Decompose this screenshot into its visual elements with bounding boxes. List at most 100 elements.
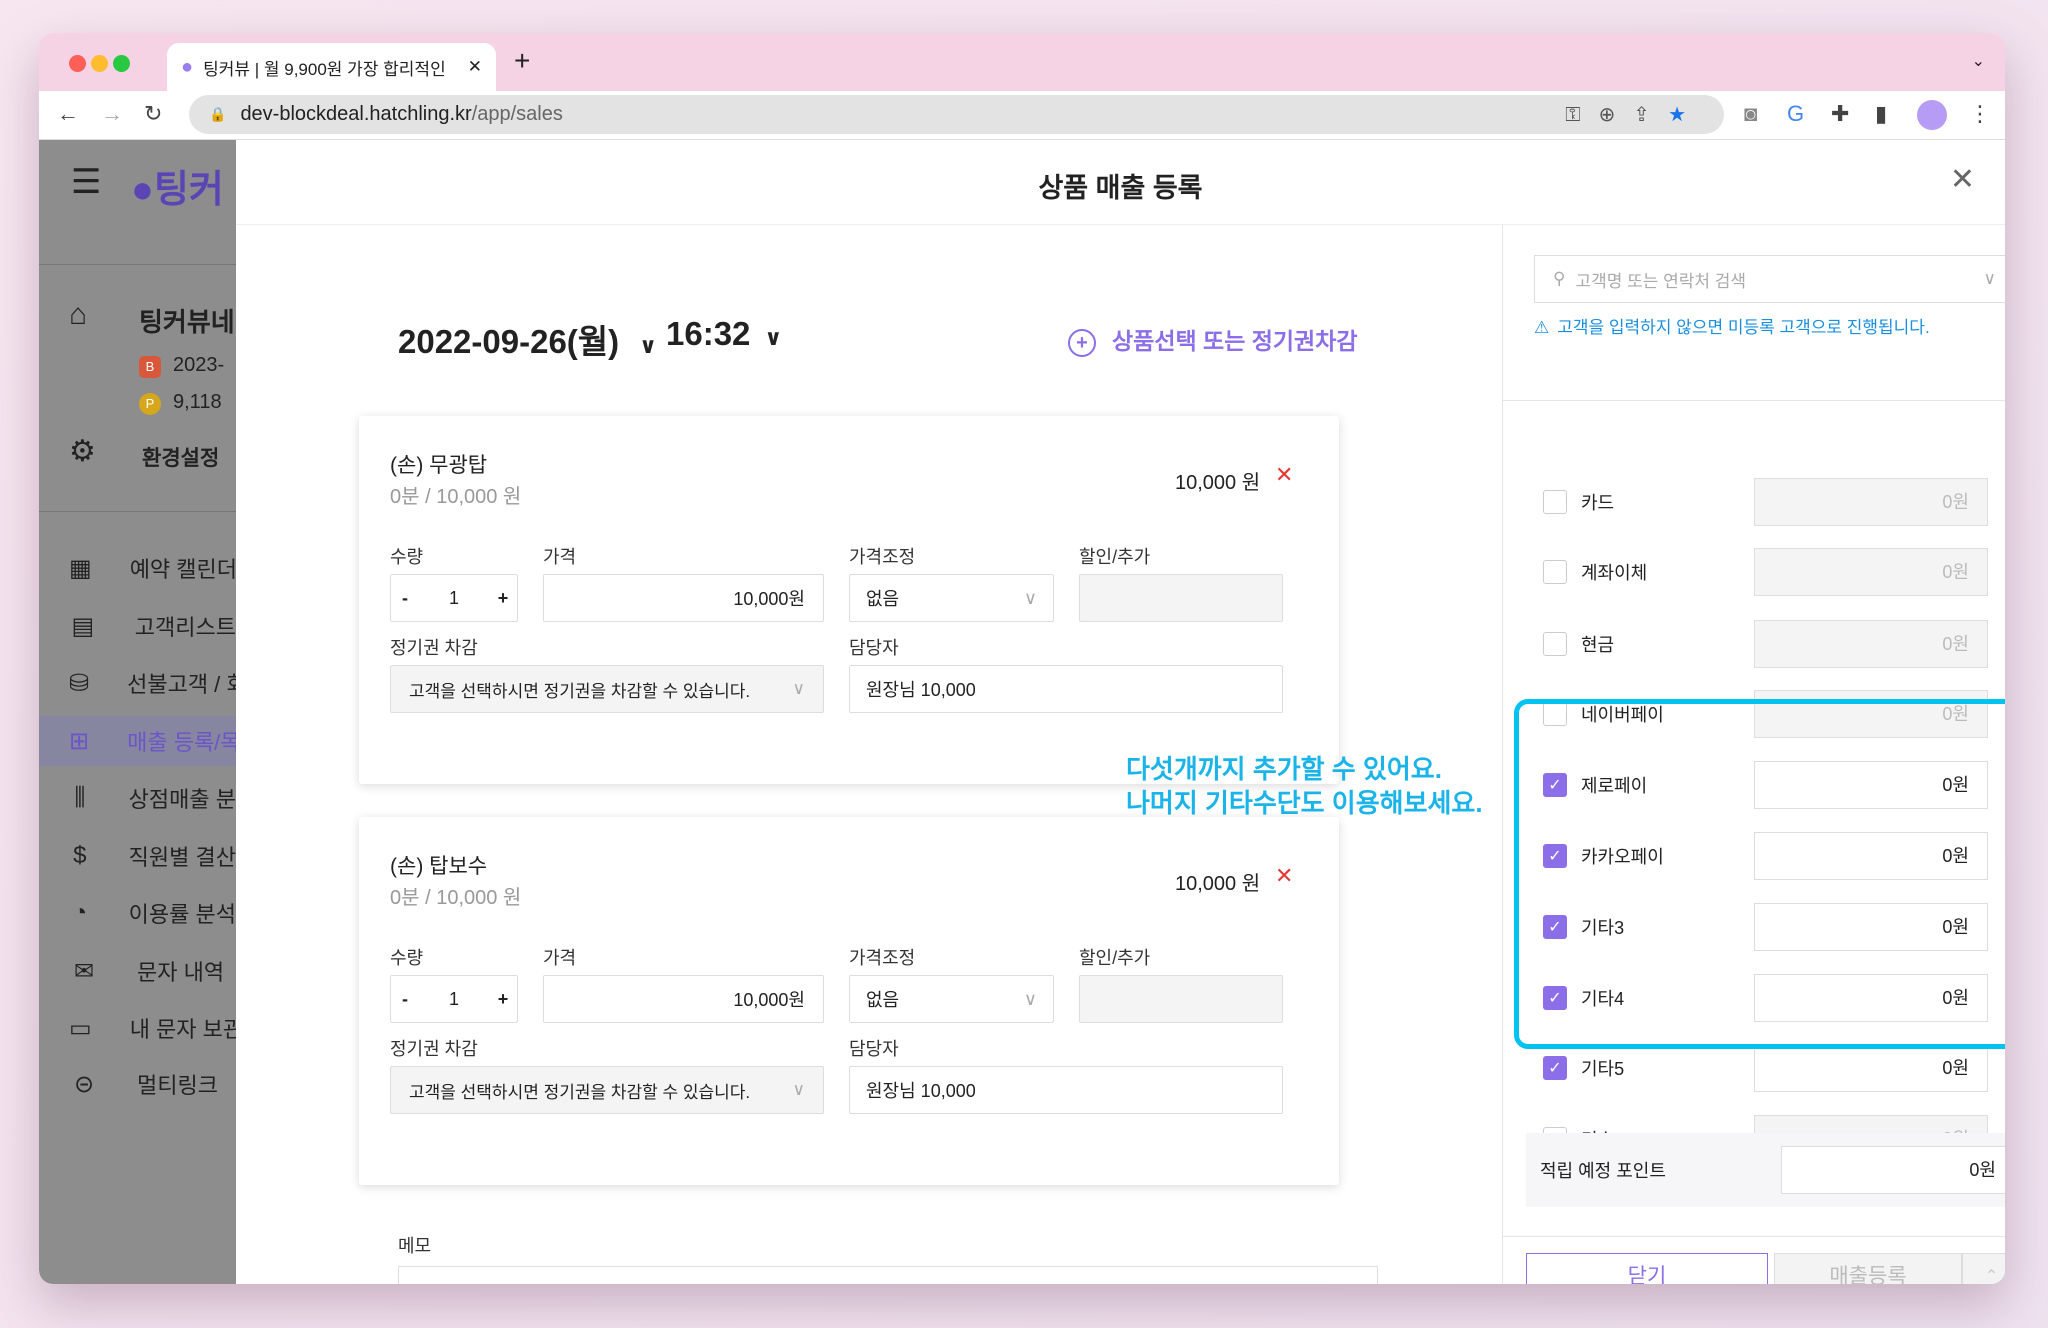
sidepanel-icon[interactable]: ▮ [1875, 101, 1888, 126]
ticket-value: 고객을 선택하시면 정기권을 차감할 수 있습니다. [409, 681, 751, 701]
product-card: (손) 탑보수 0분 / 10,000 원 10,000 원 ✕ 수량 가격 가… [359, 817, 1339, 1185]
date-picker[interactable]: 2022-09-26(월) ∨ [398, 315, 663, 363]
hamburger-icon[interactable]: ☰ [71, 163, 102, 201]
zoom-icon[interactable]: ⊕ [1598, 104, 1634, 126]
home-icon[interactable]: ⌂ [69, 298, 88, 331]
price-input[interactable]: 10,000원 [543, 574, 824, 622]
payment-checkbox[interactable]: ✓ [1543, 773, 1567, 797]
payment-amount-input[interactable]: 0원 [1754, 548, 1988, 596]
payment-amount-input[interactable]: 0원 [1754, 903, 1988, 951]
decrement-button[interactable]: - [402, 587, 408, 608]
settings-link[interactable]: 환경설정 [142, 447, 220, 470]
decrement-button[interactable]: - [402, 988, 408, 1009]
staff-input[interactable]: 원장님 10,000 [849, 665, 1283, 713]
sidebar-item[interactable]: ▭ 내 문자 보관 [69, 1014, 236, 1043]
camera-icon[interactable]: ◙ [1744, 101, 1758, 126]
payment-row: 현금 0원 [1543, 620, 1988, 668]
address-bar[interactable]: 🔒 dev-blockdeal.hatchling.kr/app/sales ⚿… [189, 95, 1724, 134]
payment-checkbox[interactable] [1543, 490, 1567, 514]
menu-kebab-icon[interactable]: ⋮ [1969, 101, 1991, 126]
time-picker[interactable]: 16:32 ∨ [666, 315, 782, 353]
browser-tab[interactable]: ● 팅커뷰 | 월 9,900원 가장 합리적인 ✕ [167, 43, 496, 91]
favicon-icon: ● [181, 55, 194, 78]
price-input[interactable]: 10,000원 [543, 975, 824, 1023]
forward-icon[interactable]: → [101, 101, 123, 126]
sidebar-item[interactable]: $ 직원별 결산 [39, 831, 236, 881]
close-modal-icon[interactable]: ✕ [1949, 163, 1975, 196]
payment-amount-input[interactable]: 0원 [1754, 974, 1988, 1022]
maximize-window-button[interactable] [113, 55, 130, 72]
chevron-down-icon: ∨ [792, 1080, 805, 1099]
close-window-button[interactable] [69, 55, 86, 72]
qty-label: 수량 [390, 547, 424, 567]
gear-icon[interactable]: ⚙ [69, 435, 96, 468]
sidebar-item[interactable]: ◔ 이용률 분석 [39, 888, 236, 938]
payment-row: ✓ 제로페이 0원 [1543, 761, 1988, 809]
chevron-down-icon: ∨ [1023, 988, 1037, 1009]
sidebar-item[interactable]: ⛁ 선불고객 / 회 [69, 669, 236, 698]
payment-label: 기타5 [1581, 1059, 1625, 1079]
increment-button[interactable]: + [497, 587, 509, 608]
payment-checkbox[interactable]: ✓ [1543, 986, 1567, 1010]
close-tab-icon[interactable]: ✕ [467, 57, 482, 76]
chevron-up-icon[interactable]: ⌃ [1962, 1253, 2005, 1284]
remove-item-icon[interactable]: ✕ [1275, 863, 1294, 888]
payment-amount-input[interactable]: 0원 [1754, 690, 1988, 738]
payment-label: 카드 [1581, 493, 1615, 513]
date-value: 2022-09-26(월) [398, 323, 620, 360]
extensions-icon[interactable]: ✚ [1831, 101, 1850, 126]
ticket-select[interactable]: 고객을 선택하시면 정기권을 차감할 수 있습니다. ∨ [390, 665, 824, 713]
staff-input[interactable]: 원장님 10,000 [849, 1066, 1283, 1114]
ticket-select[interactable]: 고객을 선택하시면 정기권을 차감할 수 있습니다. ∨ [390, 1066, 824, 1114]
close-button[interactable]: 닫기 [1526, 1253, 1768, 1284]
logo[interactable]: ●팅커 [131, 169, 224, 211]
price-adjust-select[interactable]: 없음 ∨ [849, 975, 1054, 1023]
payment-checkbox[interactable]: ✓ [1543, 1056, 1567, 1080]
minimize-window-button[interactable] [91, 55, 108, 72]
sidebar-item[interactable]: ▦ 예약 캘린더 [69, 554, 236, 583]
share-icon[interactable]: ⇪ [1633, 104, 1669, 126]
qty-value[interactable]: 1 [448, 988, 459, 1009]
payment-amount-input[interactable]: 0원 [1754, 761, 1988, 809]
back-icon[interactable]: ← [57, 101, 79, 126]
payment-panel: ⚲ 고객명 또는 연락처 검색 ∨ ⚠ 고객을 입력하지 않으면 미등록 고객으로 진… [1502, 225, 2005, 1284]
discount-label: 할인/추가 [1079, 547, 1151, 567]
bookmark-star-icon[interactable]: ★ [1668, 104, 1704, 126]
add-product-link[interactable]: + 상품선택 또는 정기권차감 [1068, 322, 1358, 357]
product-name: (손) 탑보수 [390, 855, 488, 878]
payment-amount-input[interactable]: 0원 [1754, 478, 1988, 526]
points-input[interactable]: 0원 [1781, 1146, 2005, 1194]
sidebar-item[interactable]: ⊝ 멀티링크 [39, 1059, 236, 1109]
tab-list-chevron-icon[interactable]: ⌄ [1971, 53, 1985, 70]
quantity-stepper[interactable]: - 1 + [390, 574, 518, 622]
payment-checkbox[interactable]: ✓ [1543, 844, 1567, 868]
key-icon[interactable]: ⚿ [1565, 104, 1599, 126]
customer-search-input[interactable]: ⚲ 고객명 또는 연락처 검색 ∨ [1534, 255, 2005, 303]
qty-value[interactable]: 1 [448, 587, 459, 608]
reload-icon[interactable]: ↻ [144, 101, 163, 126]
discount-input[interactable] [1079, 574, 1283, 622]
payment-amount-input[interactable]: 0원 [1754, 620, 1988, 668]
increment-button[interactable]: + [497, 988, 509, 1009]
remove-item-icon[interactable]: ✕ [1275, 462, 1294, 487]
payment-amount-input[interactable]: 0원 [1754, 832, 1988, 880]
payment-amount-input[interactable]: 0원 [1754, 1044, 1988, 1092]
profile-avatar[interactable] [1917, 100, 1947, 130]
memo-textarea[interactable] [398, 1266, 1378, 1284]
submit-sales-button[interactable]: 매출등록 [1774, 1253, 1962, 1284]
quantity-stepper[interactable]: - 1 + [390, 975, 518, 1023]
browser-window: ● 팅커뷰 | 월 9,900원 가장 합리적인 ✕ + ⌄ ← → ↻ 🔒 d… [39, 33, 2005, 1284]
payment-checkbox[interactable]: ✓ [1543, 915, 1567, 939]
payment-checkbox[interactable] [1543, 632, 1567, 656]
sidebar-item[interactable]: ⊞ 매출 등록/목 [39, 716, 236, 766]
sidebar-item[interactable]: ▤ 고객리스트 [39, 601, 236, 651]
payment-row: 계좌이체 0원 [1543, 548, 1988, 596]
sidebar-item[interactable]: ✉ 문자 내역 [39, 946, 236, 996]
sidebar-item[interactable]: ⫼ 상점매출 분 [39, 773, 236, 823]
payment-checkbox[interactable] [1543, 560, 1567, 584]
price-adjust-select[interactable]: 없음 ∨ [849, 574, 1054, 622]
discount-label: 할인/추가 [1079, 948, 1151, 968]
translate-icon[interactable]: G [1787, 101, 1805, 126]
new-tab-button[interactable]: + [514, 45, 531, 76]
discount-input[interactable] [1079, 975, 1283, 1023]
